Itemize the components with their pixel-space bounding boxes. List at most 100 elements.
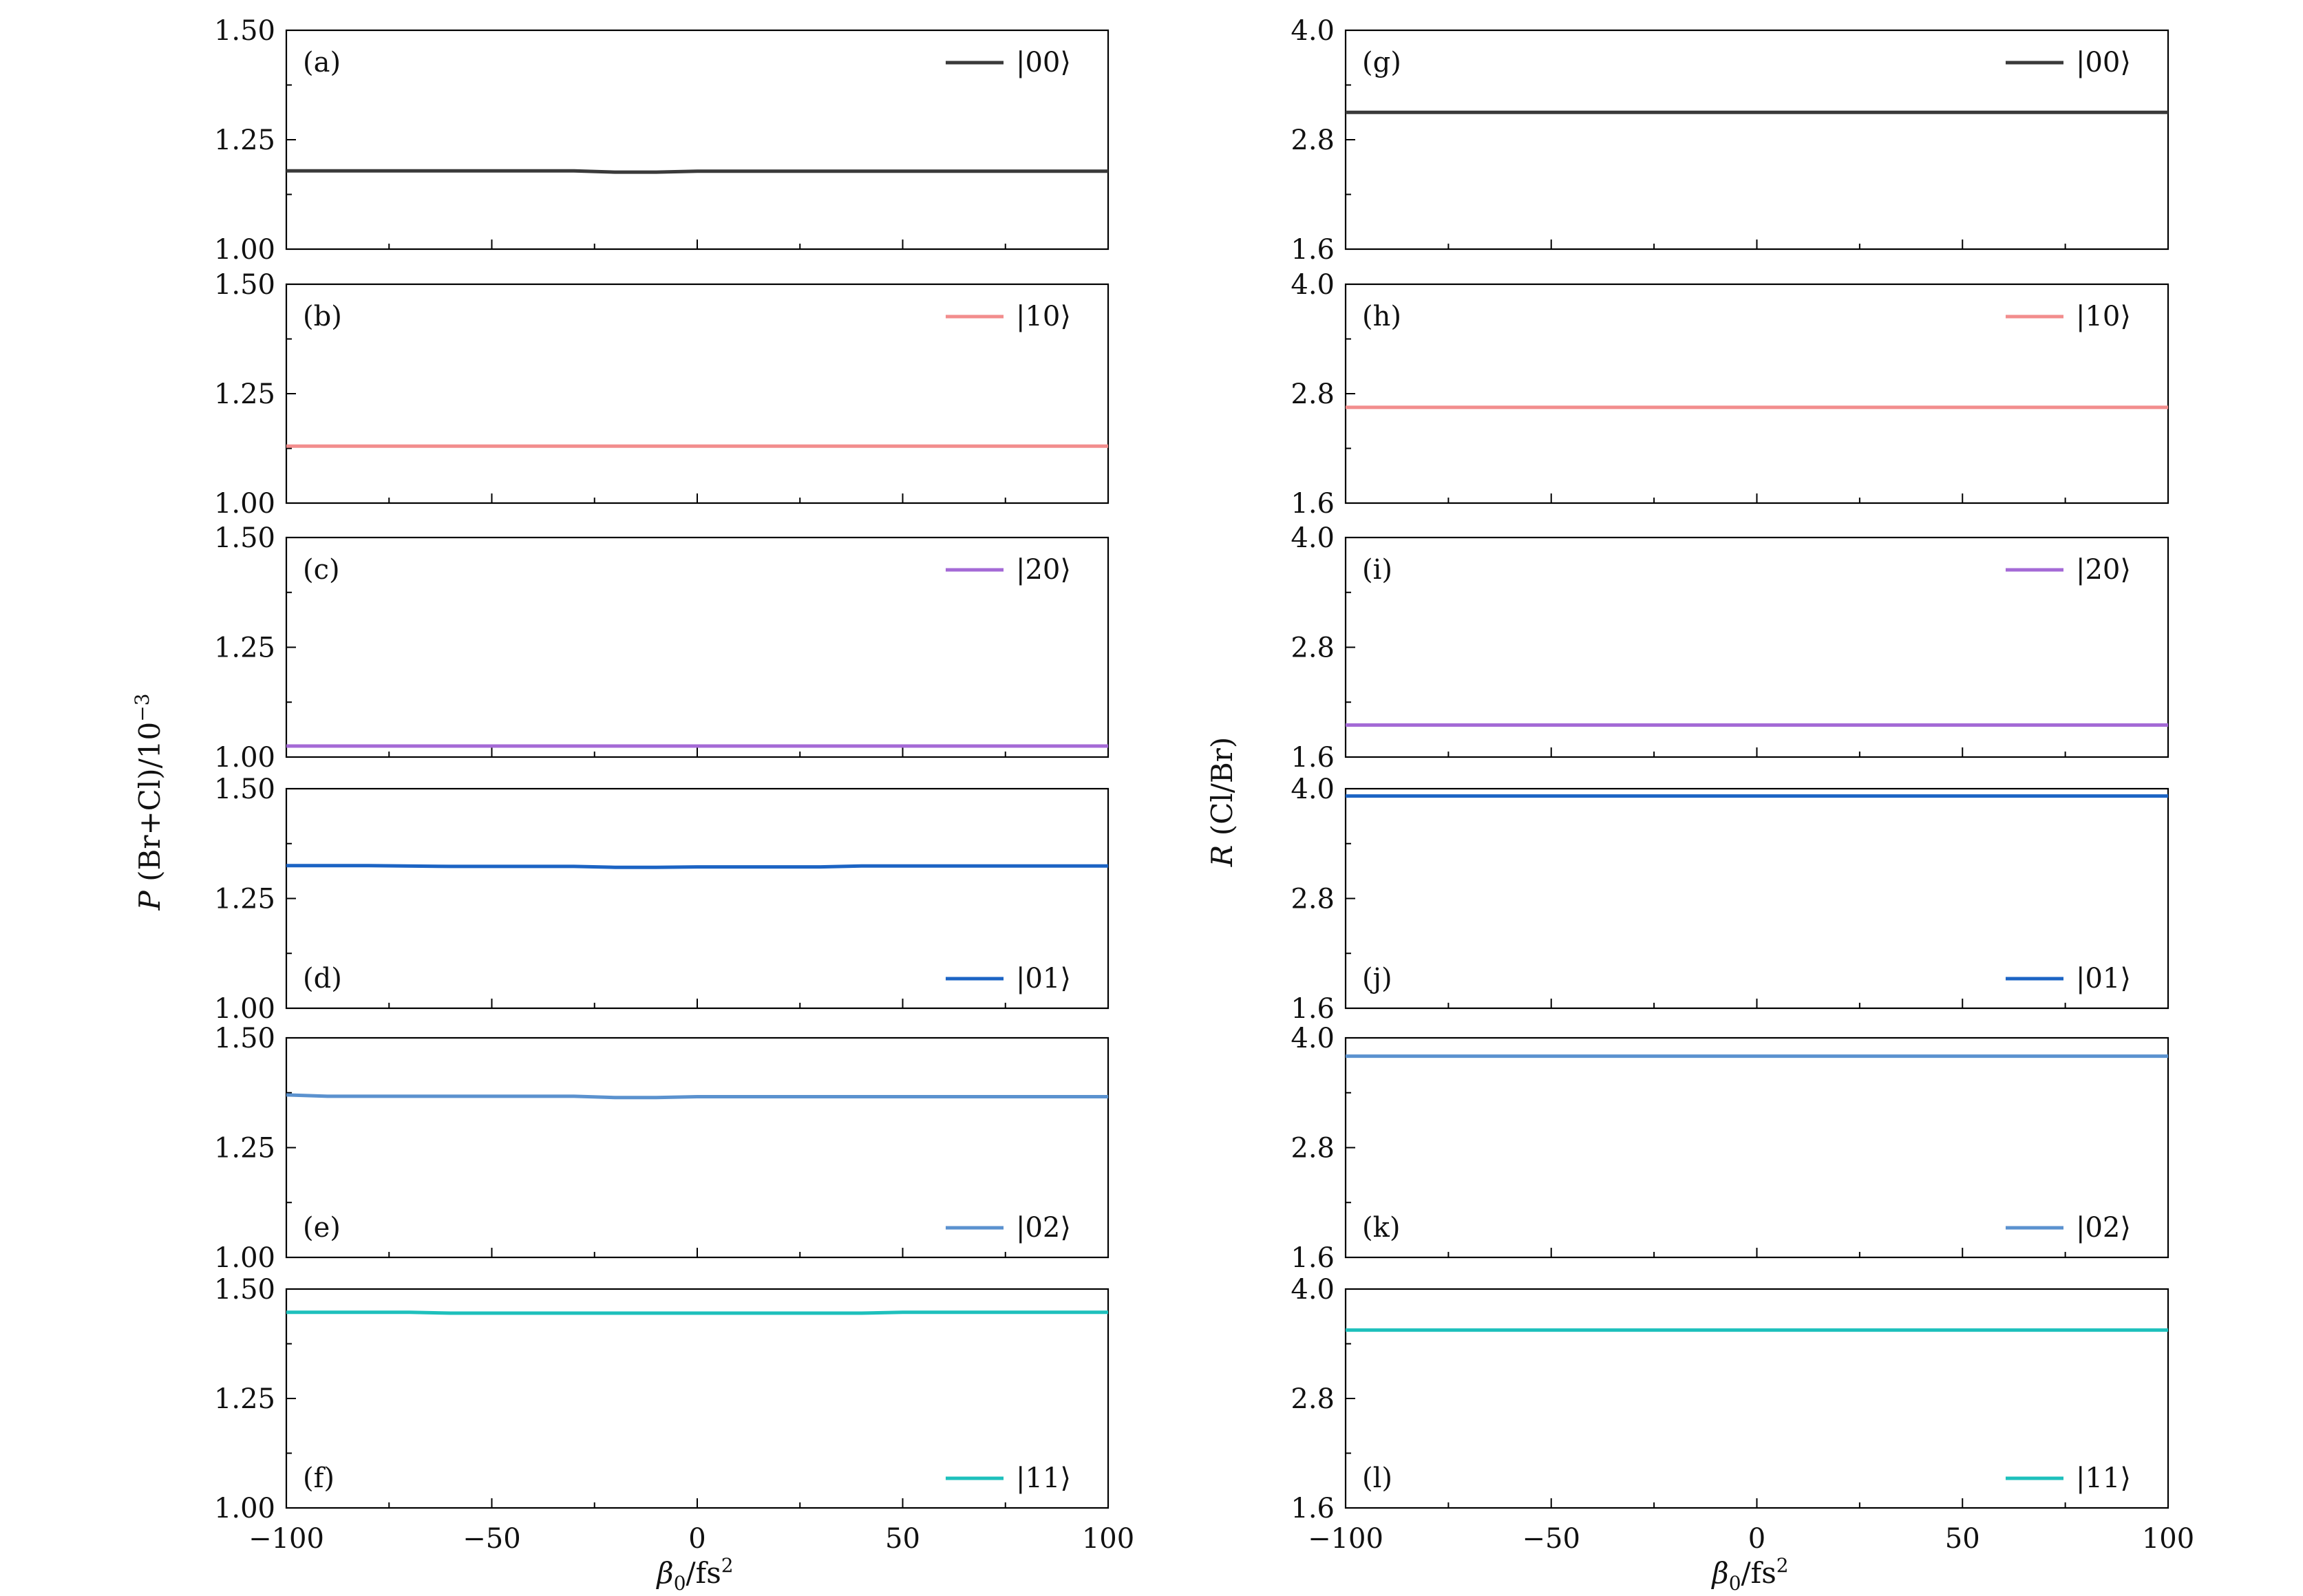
- legend-label: |01⟩: [2076, 963, 2131, 994]
- y-tick-label: 1.00: [214, 1242, 275, 1274]
- plot-frame: [285, 1036, 1110, 1259]
- x-tick-label: 50: [1945, 1523, 1980, 1555]
- y-tick-label: 1.00: [214, 993, 275, 1025]
- right-x-axis-label: β0/fs2: [1710, 1554, 1788, 1595]
- legend: |02⟩: [946, 1212, 1071, 1244]
- y-tick-label: 1.50: [214, 774, 275, 805]
- y-tick-label: 1.25: [214, 379, 275, 410]
- x-tick-label: −100: [1308, 1523, 1383, 1555]
- legend: |10⟩: [946, 301, 1071, 332]
- panel-k: 1.6 2.8 4.0 (k) |02⟩: [1291, 1023, 2169, 1274]
- y-tick-label: 2.8: [1291, 1133, 1335, 1164]
- panel-label: (d): [303, 963, 342, 994]
- x-tick-label: −50: [1522, 1523, 1580, 1555]
- panel-label: (b): [303, 301, 342, 332]
- y-tick-label: 2.8: [1291, 1383, 1335, 1415]
- y-tick-label: 4.0: [1291, 1274, 1335, 1306]
- y-tick-label: 1.6: [1291, 234, 1335, 266]
- left-x-axis-label: β0/fs2: [655, 1554, 733, 1595]
- panel-label: (g): [1362, 47, 1401, 78]
- y-tick-label: 1.25: [214, 1383, 275, 1415]
- series-line: [286, 1093, 1108, 1100]
- panel-g: 1.6 2.8 4.0 (g) |00⟩: [1291, 15, 2169, 266]
- y-tick-label: 4.0: [1291, 269, 1335, 301]
- legend-label: |02⟩: [1016, 1212, 1071, 1244]
- y-tick-label: 1.6: [1291, 742, 1335, 774]
- x-tick-label: 0: [688, 1523, 705, 1555]
- panel-label: (f): [303, 1462, 335, 1494]
- series-line: [286, 864, 1108, 869]
- legend: |00⟩: [2006, 47, 2131, 78]
- panel-l: 1.6 2.8 4.0 −100 −50 0 50 100 (l) |11⟩: [1291, 1274, 2194, 1555]
- legend: |11⟩: [946, 1462, 1071, 1494]
- legend: |02⟩: [2006, 1212, 2131, 1244]
- panel-label: (i): [1362, 554, 1392, 586]
- x-tick-label: 100: [1082, 1523, 1134, 1555]
- legend-label: |20⟩: [1016, 554, 1071, 586]
- legend: |01⟩: [2006, 963, 2131, 994]
- plot-frame: [1344, 1036, 2169, 1259]
- y-tick-label: 2.8: [1291, 632, 1335, 664]
- panel-b: 1.00 1.25 1.50 (b) |10⟩: [214, 269, 1110, 520]
- panels: 1.001.251.50(a) |00⟩1.001.251.50(b) |10⟩1.…: [214, 15, 2194, 1555]
- right-y-axis-label: R (Cl/Br): [1205, 737, 1239, 867]
- x-tick-label: 0: [1748, 1523, 1765, 1555]
- legend-label: |10⟩: [1016, 301, 1071, 332]
- x-tick-label: 50: [885, 1523, 920, 1555]
- left-y-axis-label: P (Br+Cl)/10−3: [131, 694, 167, 911]
- y-tick-label: 1.25: [214, 1133, 275, 1164]
- legend-label: |11⟩: [1016, 1462, 1071, 1494]
- panel-label: (a): [303, 47, 341, 78]
- y-tick-label: 1.25: [214, 884, 275, 915]
- y-tick-label: 1.50: [214, 1023, 275, 1054]
- panel-e: 1.00 1.25 1.50 (e) |02⟩: [214, 1023, 1110, 1274]
- legend-label: |02⟩: [2076, 1212, 2131, 1244]
- y-tick-label: 4.0: [1291, 522, 1335, 554]
- plot-frame: [285, 787, 1110, 1010]
- y-tick-label: 1.6: [1291, 488, 1335, 520]
- y-tick-label: 1.00: [214, 1493, 275, 1524]
- panel-d: 1.00 1.25 1.50 (d) |01⟩: [214, 774, 1110, 1025]
- plot-frame: [285, 1288, 1110, 1509]
- legend-label: |00⟩: [2076, 47, 2131, 78]
- y-tick-label: 1.25: [214, 125, 275, 156]
- legend: |20⟩: [946, 554, 1071, 586]
- y-tick-label: 2.8: [1291, 125, 1335, 156]
- legend-label: |11⟩: [2076, 1462, 2131, 1494]
- series-line: [286, 169, 1108, 174]
- legend-label: |00⟩: [1016, 47, 1071, 78]
- legend-label: |20⟩: [2076, 554, 2131, 586]
- y-tick-label: 2.8: [1291, 884, 1335, 915]
- x-tick-label: −50: [463, 1523, 520, 1555]
- y-tick-label: 1.00: [214, 488, 275, 520]
- legend: |11⟩: [2006, 1462, 2131, 1494]
- panel-label: (c): [303, 554, 340, 586]
- y-tick-label: 1.6: [1291, 1242, 1335, 1274]
- y-tick-label: 1.50: [214, 1274, 275, 1306]
- panel-label: (h): [1362, 301, 1401, 332]
- panel-f: 1.00 1.25 1.50 −100 −50 0 50 100 (f) |11⟩: [214, 1274, 1134, 1555]
- panel-j: 1.6 2.8 4.0 (j) |01⟩: [1291, 774, 2169, 1025]
- legend: |20⟩: [2006, 554, 2131, 586]
- y-tick-label: 4.0: [1291, 15, 1335, 47]
- y-tick-label: 2.8: [1291, 379, 1335, 410]
- panel-label: (l): [1362, 1462, 1392, 1494]
- y-tick-label: 1.00: [214, 742, 275, 774]
- y-tick-label: 1.6: [1291, 993, 1335, 1025]
- y-tick-label: 1.00: [214, 234, 275, 266]
- y-tick-label: 1.25: [214, 632, 275, 664]
- y-tick-label: 1.50: [214, 522, 275, 554]
- panel-a: 1.00 1.25 1.50 (a) |00⟩: [214, 15, 1110, 266]
- panel-label: (j): [1362, 963, 1392, 994]
- y-tick-label: 4.0: [1291, 774, 1335, 805]
- legend: |10⟩: [2006, 301, 2131, 332]
- y-tick-label: 1.50: [214, 15, 275, 47]
- x-tick-label: 100: [2142, 1523, 2194, 1555]
- legend: |01⟩: [946, 963, 1071, 994]
- series-line: [286, 1310, 1108, 1315]
- panel-h: 1.6 2.8 4.0 (h) |10⟩: [1291, 269, 2169, 520]
- panel-label: (e): [303, 1212, 341, 1244]
- legend-label: |10⟩: [2076, 301, 2131, 332]
- legend: |00⟩: [946, 47, 1071, 78]
